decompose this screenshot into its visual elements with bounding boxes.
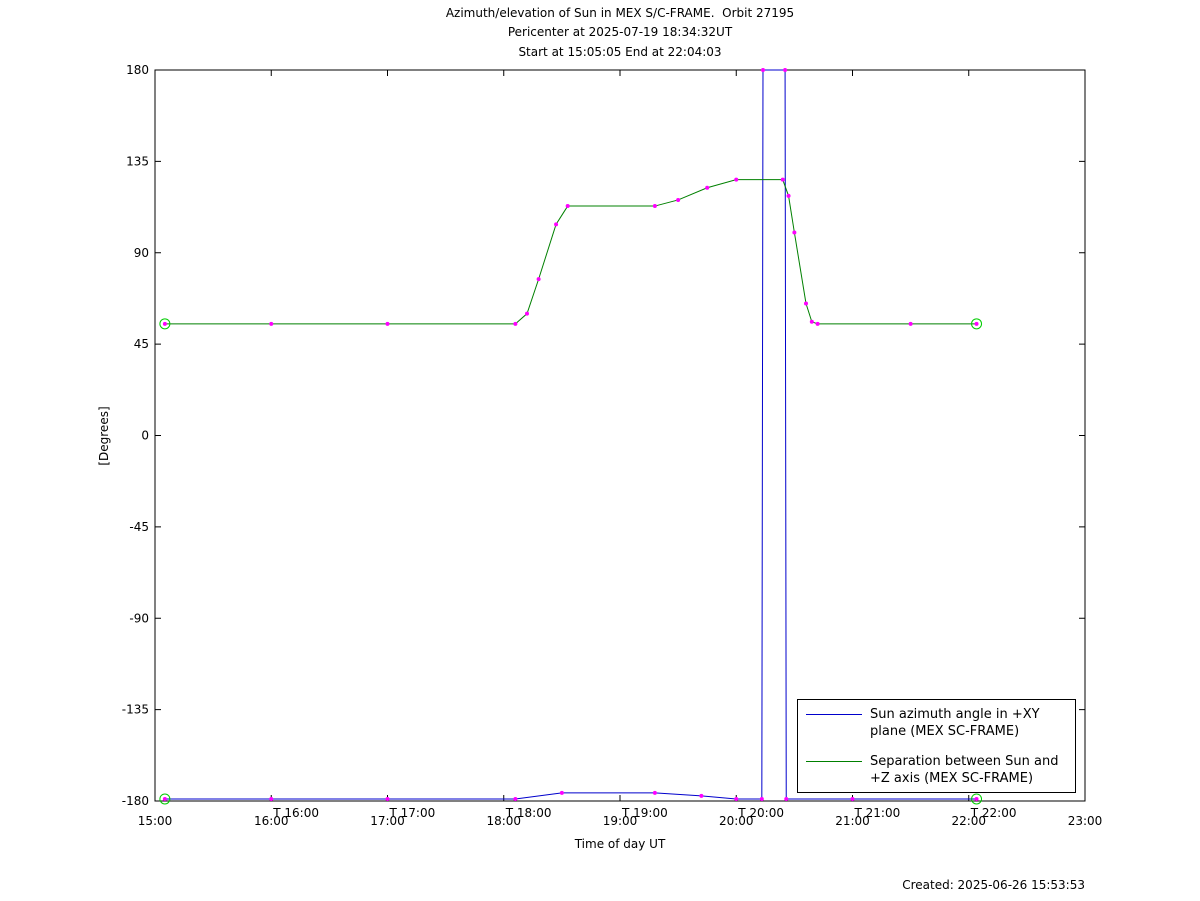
endpoint-marker <box>159 318 171 330</box>
series-line <box>164 69 977 800</box>
x-tick-label: 20:00 <box>719 814 754 828</box>
data-point <box>815 321 820 326</box>
data-point <box>760 68 765 72</box>
x-annotation: T 20:00 <box>737 806 784 820</box>
x-axis-label: Time of day UT <box>574 837 666 851</box>
data-point <box>908 321 913 326</box>
data-point <box>652 790 657 795</box>
y-tick-label: 90 <box>134 246 149 260</box>
data-point <box>554 222 559 227</box>
chart-title: Azimuth/elevation of Sun in MEX S/C-FRAM… <box>446 6 794 20</box>
data-point <box>565 204 570 209</box>
data-point <box>385 796 390 801</box>
y-tick-label: -45 <box>129 520 149 534</box>
data-point <box>162 796 167 801</box>
data-point <box>269 321 274 326</box>
data-point <box>385 321 390 326</box>
x-tick-label: 22:00 <box>951 814 986 828</box>
legend-label: Separation between Sun and +Z axis (MEX … <box>870 754 1059 786</box>
legend: Sun azimuth angle in +XY plane (MEX SC-F… <box>797 699 1076 793</box>
y-tick-label: 45 <box>134 337 149 351</box>
data-point <box>269 796 274 801</box>
chart-subtitle: Start at 15:05:05 End at 22:04:03 <box>518 45 721 59</box>
chart-subtitle: Pericenter at 2025-07-19 18:34:32UT <box>508 25 733 39</box>
y-axis-label: [Degrees] <box>97 406 111 465</box>
legend-swatch <box>806 714 862 715</box>
footer: Created: 2025-06-26 15:53:53 <box>902 878 1085 892</box>
data-point <box>513 321 518 326</box>
x-annotation: T 19:00 <box>621 806 668 820</box>
data-point <box>780 177 785 182</box>
legend-item: Sun azimuth angle in +XY plane (MEX SC-F… <box>806 706 1060 740</box>
data-point <box>974 321 979 326</box>
legend-swatch <box>806 761 862 762</box>
data-point <box>850 796 855 801</box>
data-point <box>734 796 739 801</box>
data-point <box>784 796 789 801</box>
data-point <box>974 796 979 801</box>
data-point <box>804 301 808 306</box>
endpoint-marker <box>159 793 171 805</box>
x-tick-label: 19:00 <box>603 814 638 828</box>
y-tick-label: -180 <box>122 794 149 808</box>
data-point <box>759 796 764 801</box>
data-point <box>652 204 657 209</box>
x-annotation: T 18:00 <box>505 806 552 820</box>
data-point <box>559 790 564 795</box>
legend-item: Separation between Sun and +Z axis (MEX … <box>806 753 1060 787</box>
endpoint-marker <box>971 318 983 330</box>
data-point <box>783 68 788 72</box>
data-point <box>513 796 518 801</box>
series-line <box>164 179 977 325</box>
y-tick-label: 180 <box>126 63 149 77</box>
data-point <box>525 311 529 316</box>
x-annotation: T 22:00 <box>970 806 1017 820</box>
data-point <box>786 193 791 198</box>
x-tick-label: 18:00 <box>486 814 521 828</box>
x-tick-label: 17:00 <box>370 814 405 828</box>
x-tick-label: 16:00 <box>254 814 289 828</box>
y-tick-label: 135 <box>126 154 149 168</box>
y-tick-label: -90 <box>129 611 149 625</box>
data-point <box>734 177 739 182</box>
data-point <box>792 230 797 235</box>
data-point <box>536 277 541 282</box>
x-annotation: T 21:00 <box>854 806 901 820</box>
x-annotation: T 17:00 <box>389 806 436 820</box>
x-tick-label: 23:00 <box>1068 814 1103 828</box>
x-tick-label: 21:00 <box>835 814 870 828</box>
data-point <box>162 321 167 326</box>
x-tick-label: 15:00 <box>138 814 173 828</box>
data-point <box>705 185 710 190</box>
legend-label: Sun azimuth angle in +XY plane (MEX SC-F… <box>870 707 1040 739</box>
y-tick-label: 0 <box>141 429 149 443</box>
data-point <box>699 793 704 798</box>
data-point <box>676 197 681 202</box>
plot-frame <box>154 69 1086 802</box>
data-point <box>809 319 814 324</box>
y-tick-label: -135 <box>122 703 149 717</box>
endpoint-marker <box>971 793 983 805</box>
x-annotation: T 16:00 <box>272 806 319 820</box>
